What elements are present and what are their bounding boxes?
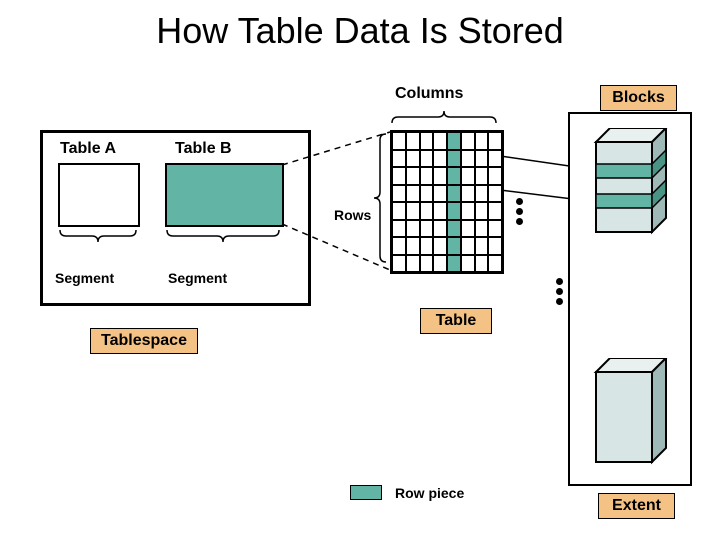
- grid-cell: [447, 150, 461, 168]
- grid-cell: [488, 255, 502, 273]
- grid-cell: [433, 150, 447, 168]
- grid-cell: [433, 220, 447, 238]
- grid-cell: [433, 185, 447, 203]
- grid-cell: [447, 237, 461, 255]
- grid-cell: [433, 202, 447, 220]
- grid-cell: [420, 167, 434, 185]
- grid-cell: [406, 255, 420, 273]
- grid-cell: [461, 167, 475, 185]
- grid-cell: [475, 202, 489, 220]
- grid-cell: [406, 220, 420, 238]
- grid-cell: [392, 255, 406, 273]
- row-piece-label: Row piece: [395, 485, 464, 501]
- grid-cell: [406, 132, 420, 150]
- grid-cell: [475, 185, 489, 203]
- grid-cell: [461, 185, 475, 203]
- grid-cell: [420, 150, 434, 168]
- grid-cell: [461, 237, 475, 255]
- grid-cell: [406, 185, 420, 203]
- grid-cell: [475, 167, 489, 185]
- grid-cell: [475, 150, 489, 168]
- grid-cell: [392, 132, 406, 150]
- tablespace-label: Tablespace: [90, 328, 198, 354]
- grid-cell: [392, 185, 406, 203]
- grid-cell: [488, 202, 502, 220]
- grid-cell: [420, 202, 434, 220]
- grid-cell: [461, 150, 475, 168]
- grid-cell: [392, 150, 406, 168]
- grid-cell: [392, 237, 406, 255]
- grid-cell: [488, 132, 502, 150]
- grid-cell: [488, 167, 502, 185]
- grid-cell: [406, 237, 420, 255]
- grid-cell: [392, 202, 406, 220]
- grid-cell: [447, 202, 461, 220]
- grid-cell: [475, 220, 489, 238]
- grid-cell: [406, 167, 420, 185]
- ellipsis-dots-1: [516, 195, 523, 228]
- grid-cell: [461, 220, 475, 238]
- grid-cell: [447, 220, 461, 238]
- grid-cell: [488, 237, 502, 255]
- grid-cell: [420, 255, 434, 273]
- disk-cube-top: [582, 128, 672, 238]
- grid-cell: [475, 237, 489, 255]
- grid-cell: [447, 132, 461, 150]
- grid-cell: [461, 202, 475, 220]
- grid-cell: [392, 167, 406, 185]
- grid-cell: [488, 150, 502, 168]
- grid-cell: [433, 167, 447, 185]
- grid-cell: [475, 255, 489, 273]
- grid-cell: [447, 255, 461, 273]
- grid-cell: [461, 132, 475, 150]
- grid-cell: [420, 220, 434, 238]
- grid-cell: [433, 237, 447, 255]
- grid-cell: [447, 185, 461, 203]
- grid-cell: [420, 185, 434, 203]
- row-piece-swatch: [350, 485, 382, 500]
- grid-cell: [488, 185, 502, 203]
- grid-cell: [406, 202, 420, 220]
- diagram-canvas: How Table Data Is Stored Columns Blocks …: [0, 0, 720, 540]
- ellipsis-dots-2: [556, 275, 563, 308]
- grid-cell: [488, 220, 502, 238]
- grid-cell: [433, 255, 447, 273]
- grid-cell: [420, 132, 434, 150]
- grid-cell: [433, 132, 447, 150]
- grid-cell: [461, 255, 475, 273]
- data-grid: [390, 130, 504, 274]
- grid-cell: [420, 237, 434, 255]
- grid-cell: [392, 220, 406, 238]
- grid-cell: [475, 132, 489, 150]
- grid-cell: [406, 150, 420, 168]
- grid-cell: [447, 167, 461, 185]
- table-label: Table: [420, 308, 492, 334]
- disk-cube-bottom: [582, 358, 672, 468]
- extent-label: Extent: [598, 493, 675, 519]
